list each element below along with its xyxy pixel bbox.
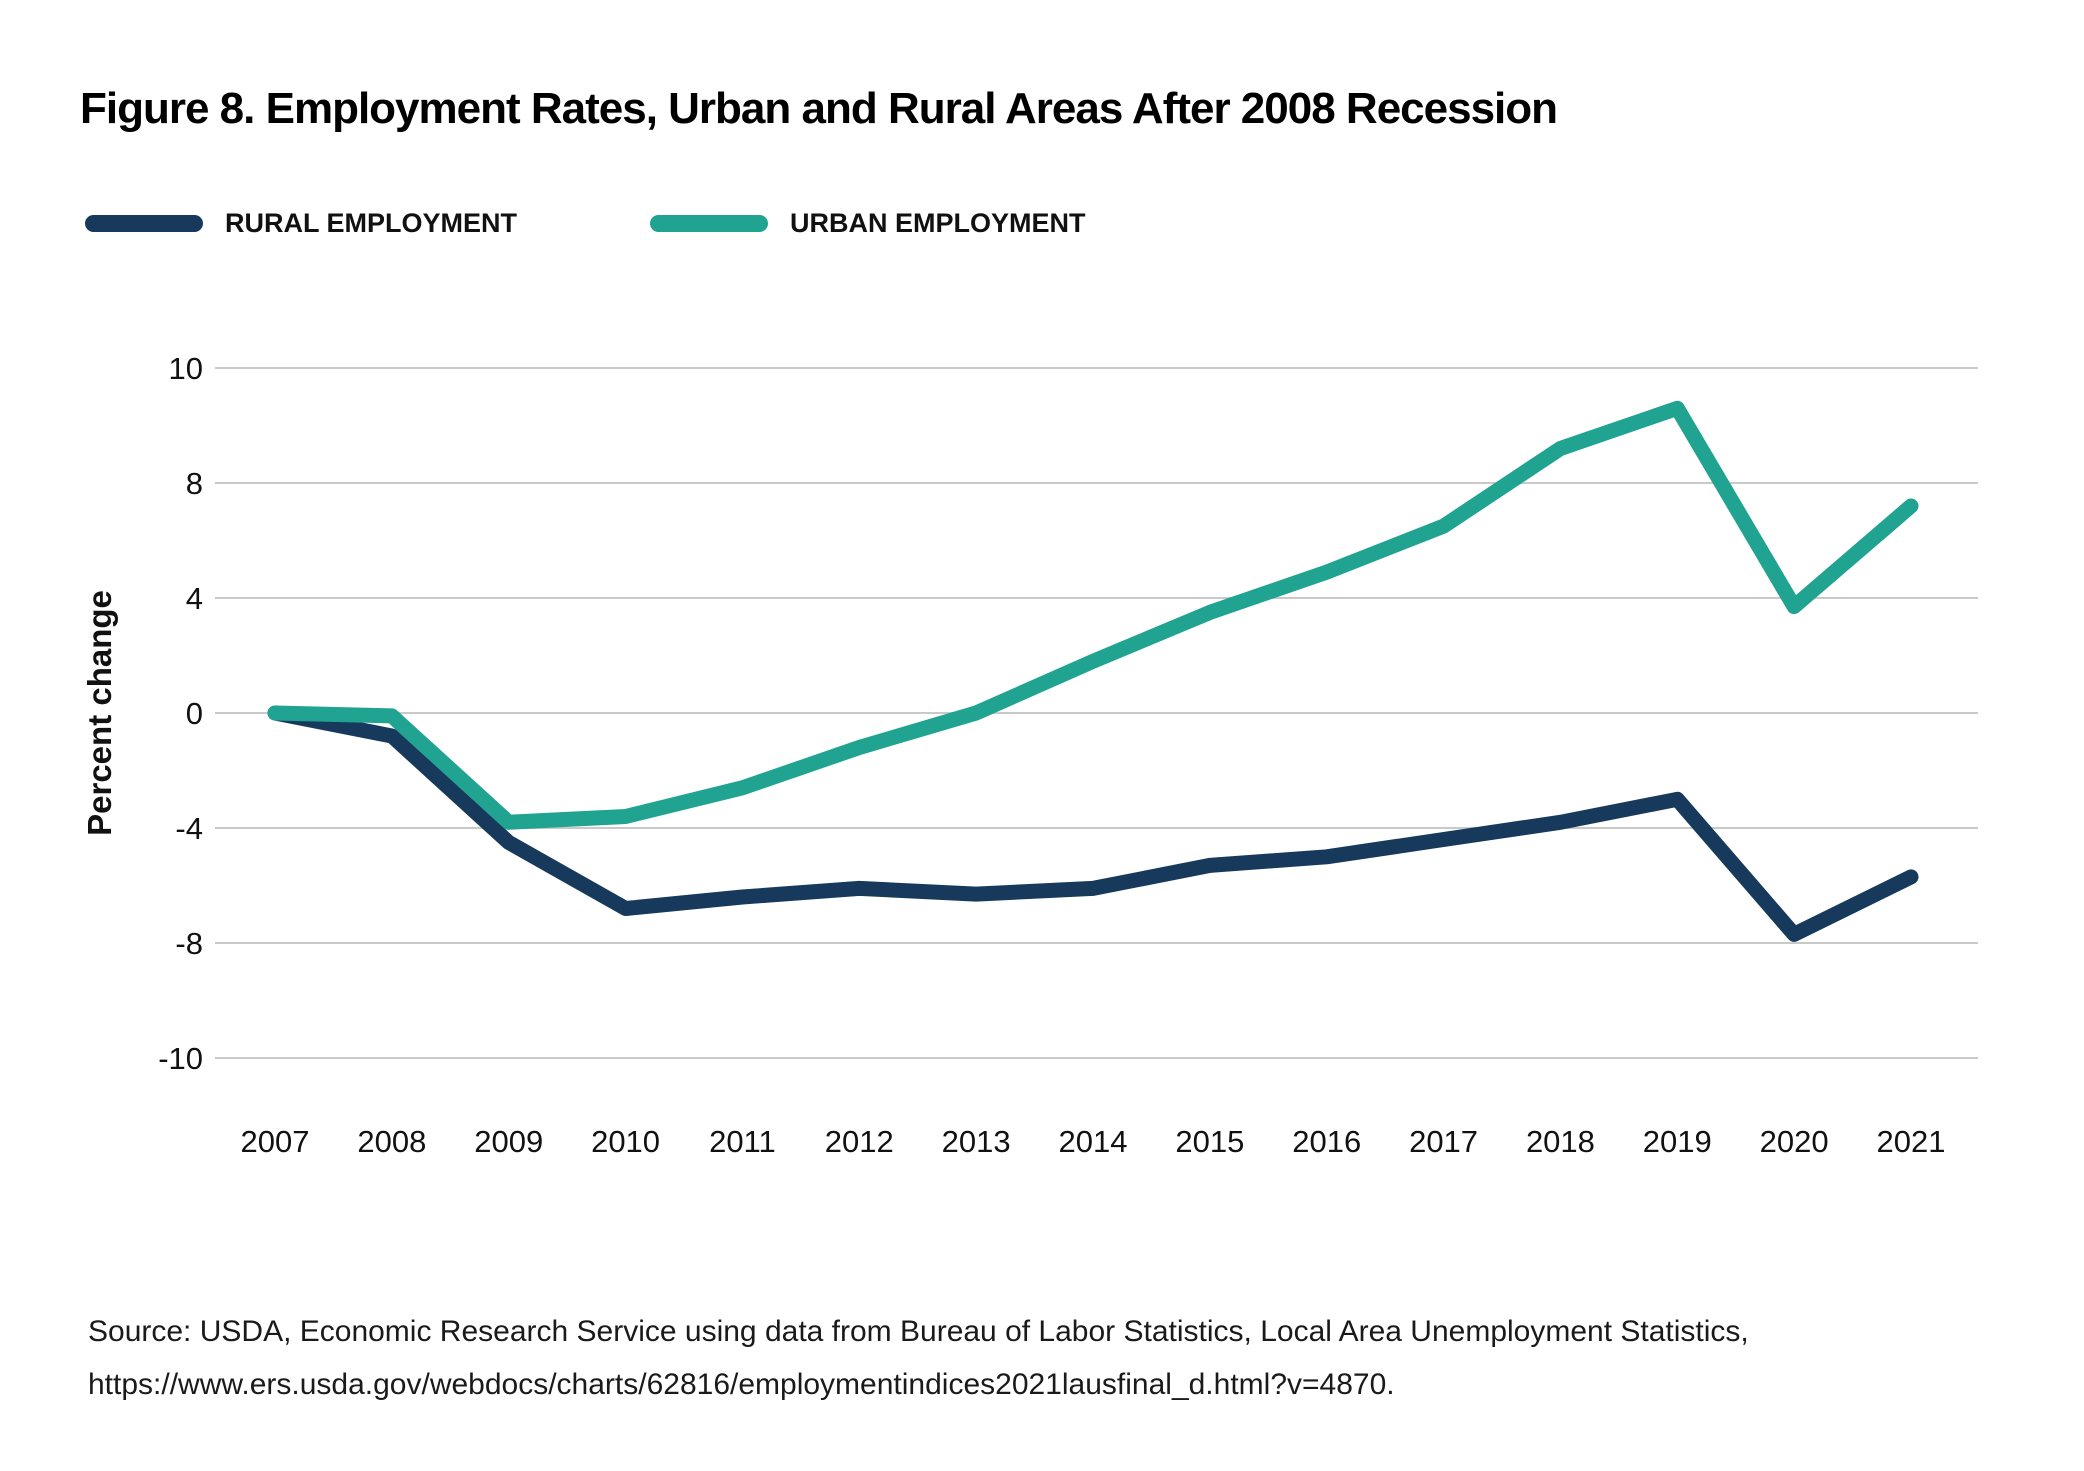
y-tick-label: 4: [186, 581, 203, 616]
legend-item-rural: RURAL EMPLOYMENT: [85, 207, 517, 239]
source-line-2: https://www.ers.usda.gov/webdocs/charts/…: [88, 1368, 1395, 1401]
x-tick-label: 2019: [1643, 1124, 1712, 1159]
x-tick-label: 2016: [1292, 1124, 1361, 1159]
x-tick-label: 2017: [1409, 1124, 1478, 1159]
x-tick-label: 2012: [825, 1124, 894, 1159]
x-tick-label: 2007: [241, 1124, 310, 1159]
urban-line-swatch-icon: [650, 214, 768, 232]
x-tick-label: 2008: [357, 1124, 426, 1159]
rural-employment-line: [267, 705, 1919, 942]
x-tick-label: 2021: [1877, 1124, 1946, 1159]
x-tick-label: 2009: [474, 1124, 543, 1159]
y-axis-title: Percent change: [81, 590, 118, 836]
urban-employment-line: [267, 400, 1919, 830]
y-tick-label: 10: [169, 351, 203, 386]
x-tick-label: 2011: [709, 1124, 776, 1159]
rural-line-swatch-icon: [85, 214, 203, 232]
y-tick-label: 8: [186, 466, 203, 501]
y-tick-label: 0: [186, 696, 203, 731]
y-tick-label: -4: [175, 811, 203, 846]
x-tick-label: 2015: [1175, 1124, 1244, 1159]
y-tick-label: -8: [175, 926, 203, 961]
legend-item-urban: URBAN EMPLOYMENT: [650, 207, 1086, 239]
chart-title: Figure 8. Employment Rates, Urban and Ru…: [80, 84, 1558, 133]
x-tick-label: 2018: [1526, 1124, 1595, 1159]
x-tick-label: 2010: [591, 1124, 660, 1159]
x-tick-label: 2020: [1760, 1124, 1829, 1159]
x-tick-label: 2014: [1059, 1124, 1128, 1159]
x-tick-label: 2013: [942, 1124, 1011, 1159]
legend-label-urban: URBAN EMPLOYMENT: [790, 207, 1086, 238]
y-tick-label: -10: [158, 1041, 203, 1076]
legend-label-rural: RURAL EMPLOYMENT: [225, 207, 518, 238]
source-line-1: Source: USDA, Economic Research Service …: [88, 1315, 1749, 1348]
source-note: Source: USDA, Economic Research Service …: [88, 1305, 1749, 1411]
